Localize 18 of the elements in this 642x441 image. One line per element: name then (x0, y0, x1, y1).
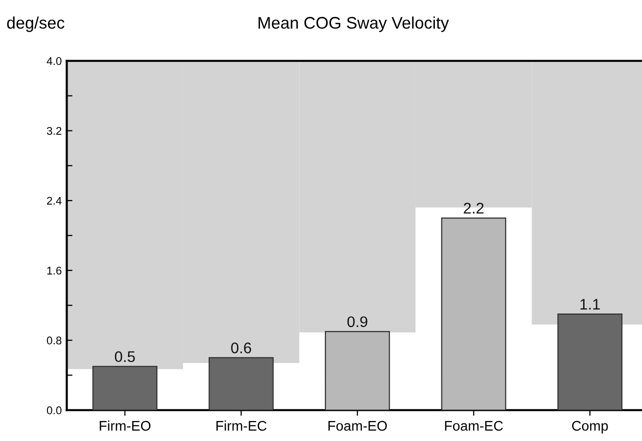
data-label: 0.5 (114, 351, 135, 362)
x-tick-label: Foam-EC (445, 420, 503, 431)
chart-title: Mean COG Sway Velocity (258, 16, 449, 32)
y-tick-label: 0.0 (46, 406, 62, 414)
data-label: 0.6 (231, 342, 252, 354)
data-label: 2.2 (464, 202, 484, 214)
y-tick-label: 3.2 (46, 126, 62, 135)
x-tick-label: Firm-EO (100, 420, 150, 431)
y-axis-title: deg/sec (7, 16, 64, 32)
x-tick-label: Firm-EC (216, 420, 266, 431)
y-tick-label: 4.0 (46, 57, 62, 65)
y-tick-label: 1.6 (47, 266, 62, 275)
data-label: 1.1 (580, 299, 600, 310)
x-tick-label: Foam-EO (328, 420, 387, 431)
data-label: 0.9 (347, 316, 368, 328)
x-tick-label: Comp (572, 420, 608, 434)
y-tick-label: 0.8 (46, 336, 62, 344)
y-tick-label: 2.4 (47, 196, 62, 205)
